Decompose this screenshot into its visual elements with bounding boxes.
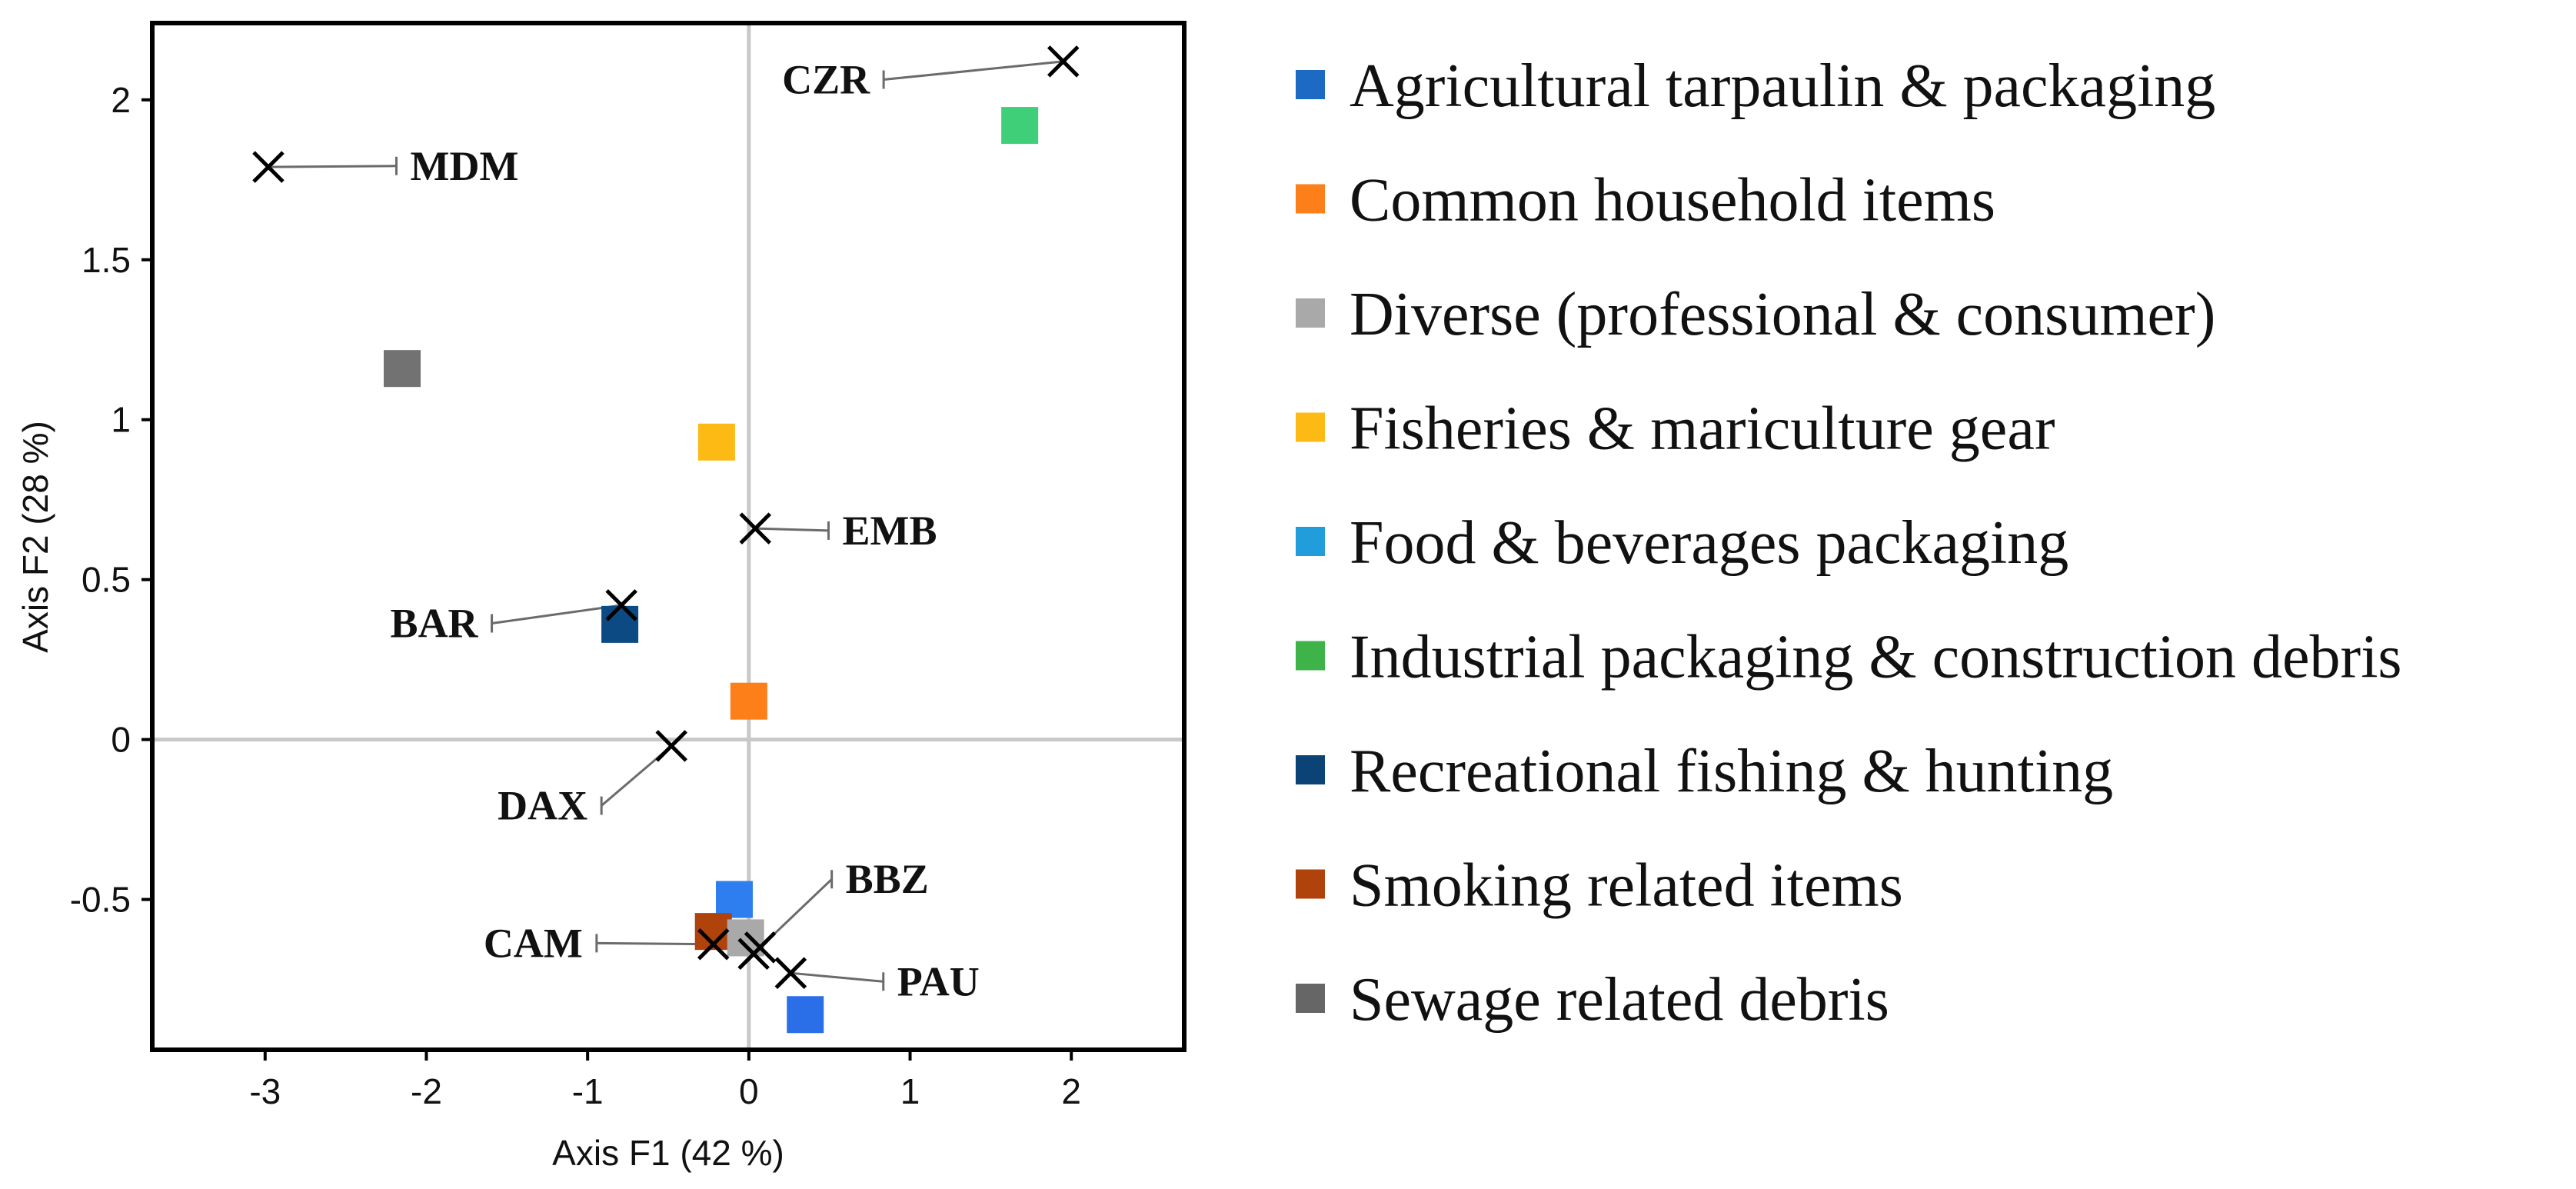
plot-frame (150, 21, 1186, 1052)
ticks-layer: -3 -2 -1 0 1 2 -0.5 0 0.5 1 1.5 2 (70, 80, 1081, 1111)
legend-item: Recreational fishing & hunting (1296, 738, 2113, 805)
category-point (697, 423, 735, 461)
x-tick-label: 1 (900, 1071, 920, 1111)
legend-item: Common household items (1296, 167, 1995, 235)
leader-lines-layer (268, 60, 1063, 991)
x-tick-label: -3 (249, 1071, 281, 1111)
legend-swatch (1296, 70, 1325, 99)
legend-label: Industrial packaging & construction debr… (1350, 624, 2402, 691)
site-labels-layer: CZR MDM EMB BAR DAX BBZ CAM PAU (391, 56, 980, 1004)
legend-swatch (1296, 298, 1325, 328)
leader-line (596, 941, 714, 946)
legend-swatch (1296, 641, 1325, 671)
legend-label: Recreational fishing & hunting (1350, 738, 2113, 805)
legend-item: Fisheries & mariculture gear (1296, 395, 2055, 463)
site-label: PAU (897, 958, 980, 1004)
legend-swatch (1296, 527, 1325, 556)
category-point (601, 605, 639, 643)
category-point (730, 682, 767, 720)
x-tick-label: 2 (1061, 1071, 1081, 1111)
site-label: MDM (411, 143, 519, 189)
legend-item: Food & beverages packaging (1296, 509, 2068, 577)
legend-label: Fisheries & mariculture gear (1350, 395, 2055, 463)
legend-label: Agricultural tarpaulin & packaging (1350, 52, 2215, 120)
site-label: EMB (842, 508, 937, 554)
y-tick-label: 0.5 (82, 560, 131, 600)
zero-lines-layer (152, 23, 1184, 1050)
legend-swatch (1296, 412, 1325, 442)
site-label: CAM (484, 920, 583, 966)
site-label: BBZ (846, 856, 929, 902)
y-tick-label: 1.5 (82, 240, 131, 280)
legend-item: Diverse (professional & consumer) (1296, 281, 2215, 348)
site-cross-marker (1047, 45, 1080, 78)
site-cross-marker (737, 938, 770, 971)
legend-swatch (1296, 984, 1325, 1013)
legend: Agricultural tarpaulin & packaging Common… (1296, 52, 2402, 1034)
category-squares-layer (384, 107, 1039, 1034)
x-tick-label: -2 (411, 1071, 442, 1111)
site-cross-marker (774, 957, 807, 989)
y-tick-label: 1 (111, 400, 131, 440)
leader-line (790, 971, 884, 983)
legend-label: Sewage related debris (1350, 966, 1889, 1034)
site-crosses-layer (252, 45, 1080, 989)
y-axis-title: Axis F2 (28 %) (15, 421, 55, 653)
site-label: CZR (782, 56, 870, 102)
leader-line (755, 527, 829, 532)
site-cross-marker (697, 928, 730, 961)
legend-label: Smoking related items (1350, 852, 1903, 920)
legend-item: Sewage related debris (1296, 966, 1889, 1034)
site-label: BAR (391, 601, 479, 647)
leader-line (883, 60, 1063, 81)
category-point (787, 996, 824, 1034)
y-tick-label: 0 (111, 720, 131, 760)
legend-label: Diverse (professional & consumer) (1350, 281, 2215, 348)
legend-item: Smoking related items (1296, 852, 1903, 920)
category-point (1001, 107, 1039, 145)
legend-label: Food & beverages packaging (1350, 509, 2068, 577)
y-tick-label: -0.5 (70, 880, 131, 920)
legend-swatch (1296, 869, 1325, 899)
leader-line (268, 165, 397, 168)
x-tick-label: 0 (739, 1071, 759, 1111)
legend-swatch (1296, 755, 1325, 784)
x-axis-title: Axis F1 (42 %) (552, 1133, 784, 1173)
leader-line (491, 604, 622, 624)
legend-item: Industrial packaging & construction debr… (1296, 624, 2402, 691)
site-label: DAX (498, 783, 587, 829)
site-cross-marker (605, 589, 637, 621)
site-cross-marker (655, 730, 687, 762)
x-tick-label: -1 (572, 1071, 604, 1111)
category-point (715, 881, 753, 918)
legend-swatch (1296, 184, 1325, 214)
legend-item: Agricultural tarpaulin & packaging (1296, 52, 2215, 120)
category-point (384, 350, 421, 388)
site-cross-marker (739, 512, 771, 545)
legend-label: Common household items (1350, 167, 1995, 235)
y-tick-label: 2 (111, 80, 131, 120)
site-cross-marker (252, 151, 285, 183)
